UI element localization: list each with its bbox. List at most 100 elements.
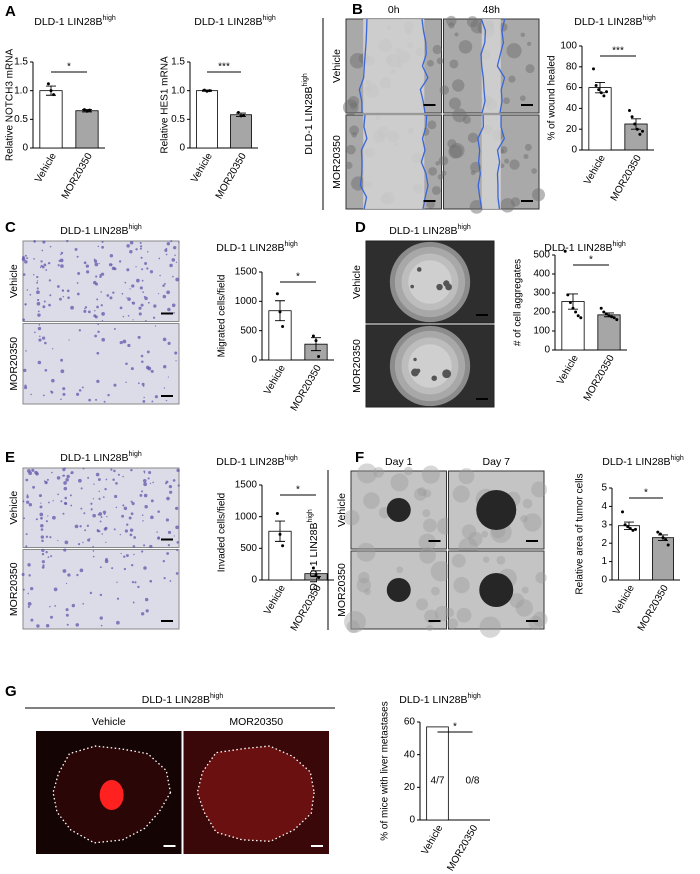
cell [59,297,62,301]
y-axis-label: Relative area of tumor cells [575,473,586,594]
cell [144,296,148,301]
cell [129,288,131,290]
texture [424,609,439,624]
y-tick-label: 0 [251,355,257,366]
bar [39,90,63,149]
cell [121,292,124,295]
cell [44,480,48,485]
cell [41,566,45,569]
x-tick-label: MOR20350 [445,823,480,873]
cell [142,385,145,387]
wound-edge [420,114,429,210]
title: DLD-1 LIN28Bhigh [60,451,142,463]
texture [413,488,427,501]
title-superscript: high [285,241,298,248]
cell [121,514,125,518]
spheroid [386,498,411,522]
cell [147,477,150,480]
cell [40,528,44,531]
title-superscript: high [671,455,684,462]
cell [152,316,156,319]
title-text: DLD-1 LIN28B [142,694,210,706]
cell [171,303,176,308]
texture [452,108,467,123]
cell [99,616,103,620]
title: DLD-1 LIN28Bhigh [307,509,319,591]
cell [65,582,68,585]
texture [358,571,370,584]
cell [152,481,154,484]
panel-letter: C [5,219,16,236]
cell [109,254,114,258]
cell [97,514,100,516]
cell [45,624,50,628]
cell [164,282,166,285]
x-tick-label: Vehicle [33,151,59,185]
cell [147,251,149,253]
cell [131,284,135,288]
cell [92,550,95,552]
y-tick-label: 0 [601,575,607,586]
texture [431,185,441,195]
texture [470,170,476,176]
bar [75,110,99,149]
title-text: DLD-1 LIN28B [574,16,642,28]
texture [528,615,543,631]
aggregate [413,357,417,362]
cell [154,325,157,327]
data-point [317,354,321,358]
cell [177,484,180,487]
cell [97,323,100,326]
cell [62,290,64,292]
cell [41,552,45,556]
cell [110,468,113,471]
data-point [202,88,206,92]
y-axis-label: % of mice with liver metastases [380,701,391,841]
cell [142,400,146,403]
cell [167,530,172,535]
cell [69,494,72,497]
texture [447,618,459,630]
wound-edge [419,18,429,114]
cell [100,272,105,276]
texture [481,530,489,538]
cell [131,580,135,584]
texture [535,572,547,584]
cell [113,383,117,387]
cell [97,245,100,248]
y-tick-label: 200 [533,307,550,318]
cell [41,548,45,553]
cell [89,538,91,540]
cell [175,261,178,263]
cell [157,293,160,295]
cell [147,301,150,304]
cell [96,529,99,532]
cell [49,245,52,248]
texture [344,610,366,633]
image-row-label: Vehicle [336,493,348,527]
cell [113,328,116,330]
title-text: DLD-1 LIN28B [60,452,128,464]
cell [40,264,43,268]
cell [39,512,44,517]
cell [42,564,45,567]
significance-label: * [296,272,300,283]
significance-label: *** [612,46,624,57]
cell [106,515,108,518]
y-tick-label: 0 [544,345,550,356]
cell [105,478,108,481]
cell [167,544,170,547]
cell [80,507,83,510]
data-point [628,108,631,112]
data-point [275,512,279,515]
cell [131,301,136,305]
bar [426,726,449,821]
title-text: DLD-1 LIN28B [389,225,457,237]
cell [115,506,118,509]
y-tick-label: 0 [571,145,577,156]
cell [37,360,42,365]
cell [48,279,52,282]
cell [162,337,167,342]
texture [532,611,548,627]
x-tick-label: MOR20350 [582,353,617,403]
